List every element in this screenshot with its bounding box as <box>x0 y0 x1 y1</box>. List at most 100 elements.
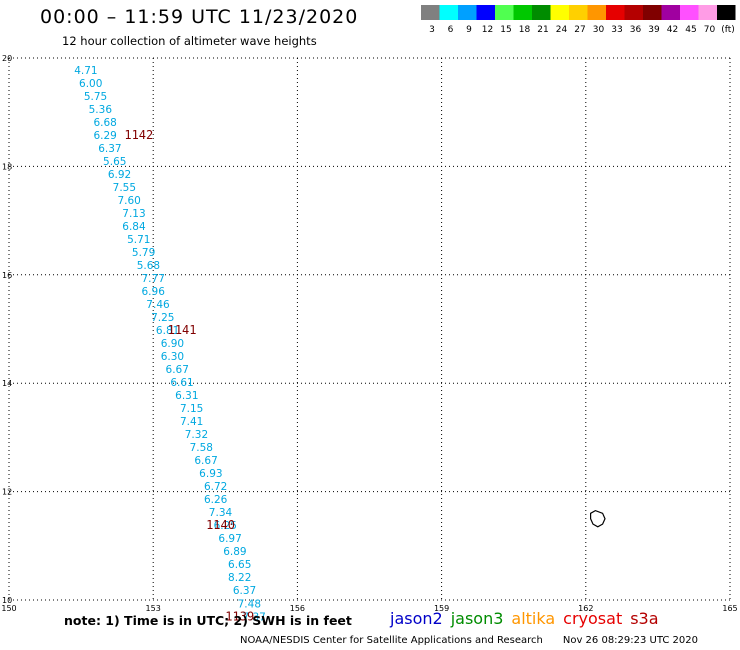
scale-label: 36 <box>630 25 642 35</box>
wave-height-label: 6.26 <box>204 494 228 506</box>
wave-height-label: 7.13 <box>122 208 145 220</box>
x-tick-label: 162 <box>578 604 593 613</box>
wave-height-label: 6.92 <box>108 169 131 181</box>
x-tick-label: 165 <box>722 604 737 613</box>
wave-height-label: 7.37 <box>242 611 265 623</box>
wave-height-label: 6.31 <box>175 390 198 402</box>
wave-height-label: 6.84 <box>122 221 146 233</box>
scale-swatch <box>439 5 458 20</box>
wave-height-label: 7.25 <box>151 312 174 324</box>
wave-height-label: 6.96 <box>142 286 166 298</box>
wave-height-label: 6.30 <box>161 351 184 363</box>
scale-label: 70 <box>704 25 716 35</box>
y-tick-label: 16 <box>2 271 12 280</box>
wave-height-label: 6.81 <box>156 325 179 337</box>
wave-height-label: 5.79 <box>132 247 155 259</box>
scale-label: 24 <box>556 25 568 35</box>
wave-height-label: 6.72 <box>204 481 227 493</box>
mission-label-4: s3a <box>630 609 659 628</box>
wave-height-label: 8.22 <box>228 572 251 584</box>
wave-height-label: 5.68 <box>137 260 160 272</box>
wave-height-label: 7.32 <box>185 429 208 441</box>
page-title: 00:00 – 11:59 UTC 11/23/2020 <box>40 6 359 28</box>
wave-height-label: 7.55 <box>113 182 136 194</box>
wave-height-label: 5.75 <box>84 91 107 103</box>
scale-label: 21 <box>537 25 548 35</box>
scale-swatch <box>550 5 569 20</box>
wave-height-label: 7.46 <box>146 299 170 311</box>
wave-height-label: 7.48 <box>238 598 261 610</box>
wave-height-label: 6.67 <box>166 364 189 376</box>
x-tick-label: 159 <box>434 604 449 613</box>
scale-swatch <box>624 5 643 20</box>
scale-swatch <box>476 5 495 20</box>
y-tick-label: 10 <box>2 596 12 605</box>
wave-height-label: 6.29 <box>93 130 116 142</box>
wave-height-label: 4.71 <box>74 65 97 77</box>
footer-note: note: 1) Time is in UTC; 2) SWH is in fe… <box>64 613 352 628</box>
scale-label: 30 <box>593 25 605 35</box>
wave-height-label: 7.77 <box>142 273 165 285</box>
scale-label: 18 <box>519 25 531 35</box>
scale-swatch <box>698 5 717 20</box>
wave-height-label: 6.00 <box>79 78 102 90</box>
wave-height-label: 7.58 <box>190 442 213 454</box>
scale-swatch <box>606 5 625 20</box>
land-outline <box>589 509 606 528</box>
scale-label: 45 <box>685 25 696 35</box>
wave-height-label: 6.68 <box>93 117 116 129</box>
page-subtitle: 12 hour collection of altimeter wave hei… <box>62 34 317 48</box>
wave-height-label: 6.37 <box>233 585 256 597</box>
scale-label: 39 <box>648 25 660 35</box>
orbit-number-label: 1140 <box>206 518 235 532</box>
wave-height-label: 6.89 <box>223 546 246 558</box>
wave-height-label: 5.71 <box>127 234 150 246</box>
mission-label-2: altika <box>511 609 556 628</box>
x-tick-label: 150 <box>1 604 16 613</box>
scale-swatch <box>458 5 477 20</box>
scale-label: 33 <box>611 25 622 35</box>
scale-label: (ft) <box>721 25 735 35</box>
scale-label: 6 <box>448 25 454 35</box>
scale-swatch <box>717 5 736 20</box>
mission-label-3: cryosat <box>563 609 623 628</box>
scale-label: 42 <box>667 25 678 35</box>
wave-height-label: 7.41 <box>180 416 203 428</box>
y-tick-label: 14 <box>2 379 12 388</box>
scale-swatch <box>661 5 680 20</box>
wave-height-label: 7.34 <box>209 507 233 519</box>
y-tick-label: 20 <box>2 54 12 63</box>
wave-height-label: 7.60 <box>117 195 140 207</box>
scale-label: 3 <box>429 25 435 35</box>
wave-height-label: 6.90 <box>161 338 184 350</box>
wave-height-label: 6.97 <box>218 533 241 545</box>
scale-swatch <box>569 5 588 20</box>
scale-label: 9 <box>466 25 472 35</box>
orbit-number-label: 1141 <box>168 323 197 337</box>
wave-height-label: 6.67 <box>194 455 217 467</box>
scale-label: 12 <box>482 25 493 35</box>
orbit-number-label: 1142 <box>124 128 153 142</box>
scale-swatch <box>513 5 532 20</box>
mission-label-0: jason2 <box>390 609 443 628</box>
generated-timestamp: Nov 26 08:29:23 UTC 2020 <box>562 635 699 646</box>
wave-height-label: 5.65 <box>103 156 126 168</box>
wave-height-label: 6.61 <box>170 377 193 389</box>
wave-height-label: 6.25 <box>214 520 237 532</box>
orbit-number-label: 1139 <box>225 609 254 623</box>
wave-height-label: 7.15 <box>180 403 203 415</box>
y-tick-label: 12 <box>2 488 12 497</box>
scale-swatch <box>643 5 662 20</box>
credit-line: NOAA/NESDIS Center for Satellite Applica… <box>240 635 698 646</box>
scale-swatch <box>587 5 606 20</box>
scale-label: 27 <box>574 25 585 35</box>
scale-swatch <box>421 5 440 20</box>
credit-text: NOAA/NESDIS Center for Satellite Applica… <box>240 635 543 646</box>
wave-height-label: 6.65 <box>228 559 251 571</box>
y-tick-label: 18 <box>2 162 12 171</box>
scale-label: 15 <box>500 25 511 35</box>
x-tick-label: 156 <box>290 604 305 613</box>
wave-height-label: 5.36 <box>89 104 113 116</box>
scale-swatch <box>680 5 699 20</box>
